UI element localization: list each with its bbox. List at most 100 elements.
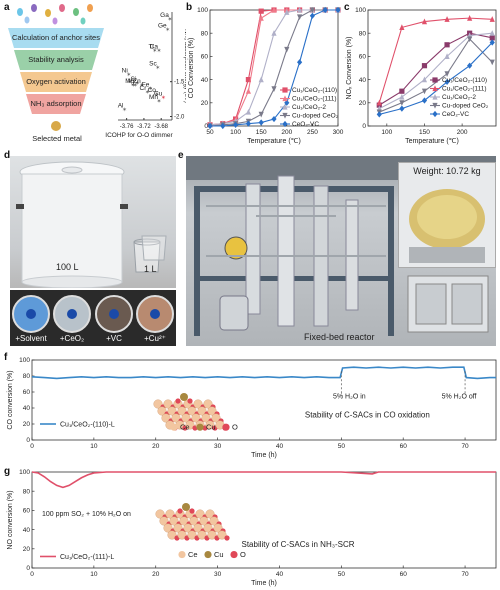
data-point bbox=[444, 16, 450, 22]
scatter-marker: ✶ bbox=[139, 82, 144, 89]
scatter-point-label: Co bbox=[148, 87, 157, 94]
y-tick-label: 80 bbox=[23, 373, 31, 380]
ce-atom bbox=[187, 530, 197, 540]
legend-marker bbox=[432, 102, 438, 109]
y-tick-label: 60 bbox=[359, 54, 367, 61]
dish-photo-strip: +Solvent +CeO₂ +VC +Cu²⁺ bbox=[10, 290, 176, 346]
x-tick-label: 60 bbox=[400, 443, 408, 450]
scatter-point-ge: ✶Ge bbox=[158, 22, 170, 33]
scatter-point-ga: ✶Ga bbox=[160, 12, 172, 23]
scatter-point-label: Al bbox=[118, 103, 124, 110]
data-point bbox=[421, 88, 428, 95]
scatter-point-cr: ✶Cr bbox=[140, 85, 150, 96]
y-tick-label: 60 bbox=[23, 508, 31, 515]
data-point bbox=[258, 15, 264, 21]
scatter-marker: ✶ bbox=[148, 86, 153, 93]
ce-atom bbox=[163, 399, 173, 409]
ce-atom bbox=[167, 530, 177, 540]
y-tick-label: 0 bbox=[26, 437, 30, 444]
legend-marker bbox=[282, 87, 288, 93]
x-tick-label: 100 bbox=[230, 129, 241, 136]
legend-atom-cu bbox=[196, 423, 204, 431]
legend-marker bbox=[282, 103, 288, 110]
data-point bbox=[271, 86, 277, 92]
ce-atom bbox=[177, 530, 187, 540]
ce-atom bbox=[167, 406, 177, 416]
legend-atom-label: Ce bbox=[180, 423, 190, 432]
data-point bbox=[489, 30, 495, 36]
data-point bbox=[399, 105, 405, 112]
y-tick-label: 40 bbox=[201, 77, 209, 84]
scatter-point-label: Ge bbox=[158, 22, 167, 29]
ce-atom bbox=[181, 413, 191, 423]
x-tick-label: 40 bbox=[276, 571, 284, 578]
data-point bbox=[444, 42, 450, 48]
y-tick-label: 0 bbox=[362, 123, 366, 130]
legend-c: Cu₁/CeO₂-(110) Cu₁/CeO₂-(111)Cu₁/CeO₂-2 Cu… bbox=[430, 77, 489, 118]
ce-atom bbox=[179, 516, 189, 526]
data-point bbox=[220, 122, 226, 130]
y-tick-label: 20 bbox=[201, 100, 209, 107]
legend-atom-cu bbox=[204, 550, 212, 559]
panel-letter-a: a bbox=[4, 2, 10, 13]
vessel-photo: 100 L 1 L bbox=[10, 156, 176, 288]
y-tick-label: 20 bbox=[359, 100, 367, 107]
legend-b: Cu₁/CeO₂-(110) Cu₁/CeO₂-(111)Cu₁/CeO₂-2 Cu… bbox=[280, 87, 339, 128]
selected-metal-label: Selected metal bbox=[32, 134, 82, 143]
panel-a-scatter: -3.76 -3.72 -3.68 -1.5 -2.0 ICOHP for O-O dim… bbox=[105, 12, 186, 139]
dish-label-solvent: +Solvent bbox=[15, 334, 47, 343]
data-point bbox=[284, 46, 290, 53]
o-atom bbox=[187, 398, 193, 404]
scatter-point-al: ✶Al bbox=[118, 103, 127, 114]
y-tick-label: 40 bbox=[23, 527, 31, 534]
legend-marker bbox=[432, 93, 438, 100]
series-line bbox=[378, 17, 493, 103]
x-tick-label: -3.72 bbox=[137, 124, 151, 130]
x-tick-label: 70 bbox=[461, 571, 469, 578]
dish-label-ceo2: +CeO₂ bbox=[59, 334, 85, 343]
scatter-point-label: Sc bbox=[149, 61, 157, 68]
x-tick-label: 50 bbox=[338, 443, 346, 450]
scatter-marker: ✶ bbox=[155, 65, 160, 72]
scatter-point-label: Ca bbox=[150, 43, 159, 50]
legend-atom-label: Cu bbox=[214, 550, 224, 559]
series-line bbox=[379, 42, 493, 115]
y-tick-label: 60 bbox=[23, 389, 31, 396]
y-tick-label: -1.5 bbox=[174, 80, 185, 86]
x-tick-label: -3.76 bbox=[120, 124, 134, 130]
data-point bbox=[376, 99, 382, 106]
scatter-point-label: Mg bbox=[125, 78, 134, 85]
ce-atom bbox=[199, 516, 209, 526]
series-line bbox=[379, 32, 493, 110]
x-tick-label: 150 bbox=[419, 129, 430, 136]
x-tick-label: 50 bbox=[206, 129, 214, 136]
legend-label: Cu₁/CeO₂-(111)-L bbox=[60, 554, 114, 561]
data-point bbox=[399, 24, 405, 30]
legend-label: Cu-doped CeO₂ bbox=[292, 113, 339, 120]
ce-atom bbox=[191, 413, 201, 423]
data-point bbox=[489, 16, 495, 22]
legend-label: Cu₁/CeO₂-(111) bbox=[292, 96, 337, 103]
ce-atom bbox=[213, 523, 223, 533]
y-tick-label: 100 bbox=[197, 7, 208, 14]
scatter-point-v: ✶V bbox=[128, 78, 136, 89]
data-point bbox=[309, 7, 315, 14]
ce-atom bbox=[197, 406, 207, 416]
scatter-point-cu: ✶Cu bbox=[154, 91, 166, 102]
y-tick-label: 80 bbox=[359, 30, 367, 37]
funnel-layer-3 bbox=[20, 72, 92, 92]
scatter-marker: ✶ bbox=[131, 82, 136, 89]
x-tick-label: 70 bbox=[461, 443, 469, 450]
y-axis-label: NOₓ Conversion (%) bbox=[346, 37, 353, 100]
x-tick-label: 200 bbox=[457, 129, 468, 136]
legend-atom-label: Cu bbox=[206, 423, 216, 432]
annotation-water-on: 5% H₂O in bbox=[333, 393, 366, 400]
legend-label: Cu₁/CeO₂-(110)-L bbox=[60, 422, 115, 429]
data-point bbox=[399, 88, 405, 94]
ce-atom bbox=[193, 523, 203, 533]
scatter-point-label: Mn bbox=[149, 94, 158, 101]
selected-metal-bead bbox=[51, 121, 61, 131]
legend-label: Cu₁/CeO₂-(111) bbox=[442, 86, 487, 93]
atomic-model bbox=[155, 503, 230, 541]
data-point bbox=[207, 122, 213, 130]
